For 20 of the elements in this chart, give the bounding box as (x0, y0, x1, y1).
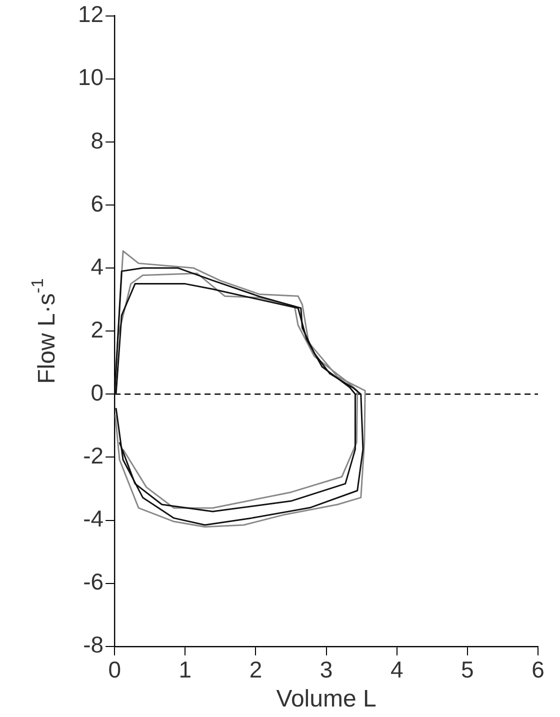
y-tick-label: 2 (90, 316, 104, 342)
y-tick-label: 10 (78, 64, 104, 90)
y-tick-label: 8 (90, 127, 104, 154)
y-tick-label: -4 (83, 506, 104, 532)
x-axis-title: Volume L (276, 686, 376, 713)
x-tick-label: 6 (532, 656, 544, 683)
x-tick-label: 0 (108, 656, 121, 683)
y-tick-label: 4 (90, 253, 104, 280)
y-tick-label: -2 (83, 442, 104, 469)
y-tick-label: 6 (90, 190, 104, 216)
x-tick-label: 3 (320, 656, 333, 683)
x-tick-label: 1 (178, 656, 192, 683)
y-axis-title: Flow L·s-1 (28, 278, 61, 384)
y-tick-label: -6 (83, 568, 104, 595)
x-tick-label: 4 (390, 656, 404, 683)
y-tick-label: 0 (90, 380, 104, 406)
x-tick-label: 5 (461, 656, 474, 683)
x-tick-label: 2 (249, 656, 262, 683)
y-tick-label: 12 (78, 1, 104, 28)
y-tick-label: -8 (83, 632, 104, 658)
